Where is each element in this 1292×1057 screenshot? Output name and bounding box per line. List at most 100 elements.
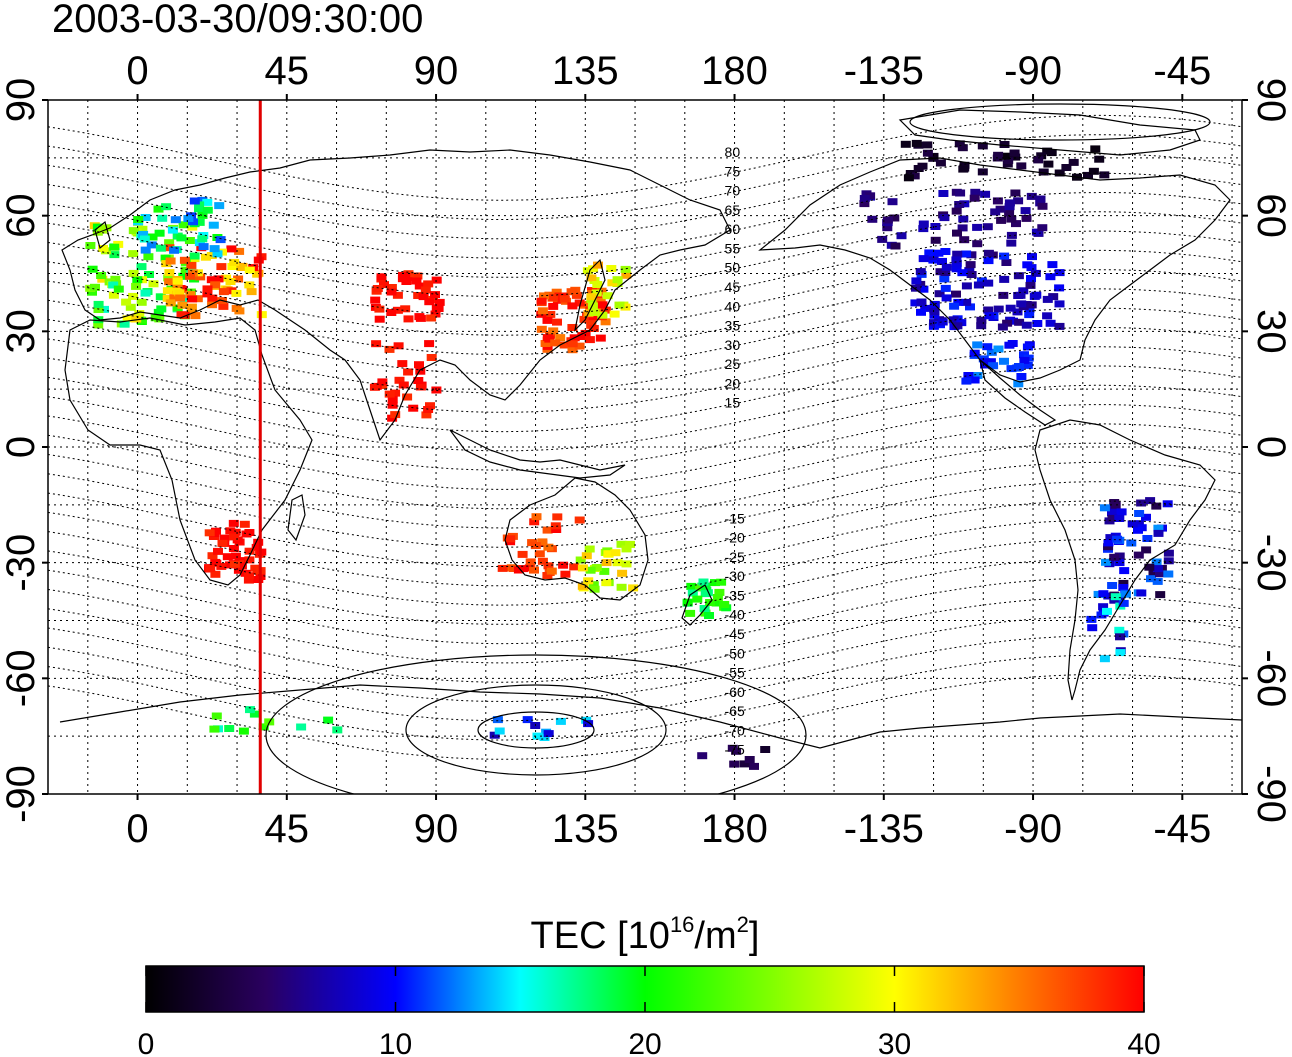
tec-cell bbox=[595, 297, 606, 305]
tec-cell bbox=[210, 281, 221, 289]
tec-cell bbox=[918, 225, 929, 233]
tec-cell bbox=[244, 572, 254, 580]
tec-cell bbox=[620, 265, 631, 273]
tec-cell bbox=[252, 270, 263, 278]
tec-cell bbox=[1026, 275, 1036, 282]
tec-cell bbox=[185, 291, 196, 299]
top-longitude-label: -45 bbox=[1153, 49, 1211, 93]
tec-cell bbox=[529, 518, 540, 526]
tec-cell bbox=[200, 253, 211, 261]
magnetic-latitude-label: 15 bbox=[725, 395, 741, 411]
tec-cell bbox=[393, 342, 404, 350]
tec-cell bbox=[186, 261, 197, 269]
tec-cell bbox=[155, 293, 166, 301]
tec-cell bbox=[976, 316, 987, 324]
tec-cell bbox=[1126, 539, 1137, 547]
tec-cell bbox=[1163, 549, 1174, 557]
magnetic-latitude-label: 65 bbox=[725, 202, 741, 218]
tec-cell bbox=[233, 275, 244, 283]
tec-cell bbox=[1004, 203, 1015, 211]
tec-cell bbox=[1094, 155, 1105, 163]
tec-cell bbox=[972, 372, 983, 379]
tec-cell bbox=[889, 214, 900, 222]
tec-cell bbox=[424, 340, 435, 348]
tec-cell bbox=[744, 756, 755, 763]
tec-cell bbox=[403, 315, 414, 323]
tec-cell bbox=[917, 162, 928, 170]
tec-cell bbox=[178, 221, 189, 229]
tec-cell bbox=[1042, 312, 1053, 320]
tec-cell bbox=[567, 340, 578, 348]
tec-cell bbox=[600, 318, 611, 326]
tec-cell bbox=[941, 294, 952, 302]
tec-cell bbox=[376, 273, 387, 281]
tec-cell bbox=[961, 250, 972, 258]
tec-cell bbox=[1029, 292, 1040, 300]
tec-cell bbox=[1133, 526, 1143, 534]
tec-cell bbox=[194, 218, 205, 226]
left-latitude-label: -30 bbox=[0, 534, 43, 592]
tec-cell bbox=[582, 267, 593, 275]
tec-cell bbox=[571, 291, 582, 299]
tec-cell bbox=[588, 313, 599, 321]
tec-cell bbox=[973, 281, 984, 289]
tec-cell bbox=[577, 582, 588, 590]
tec-cell bbox=[430, 310, 441, 318]
tec-cell bbox=[910, 299, 921, 307]
tec-cell bbox=[236, 264, 247, 271]
tec-cell bbox=[1008, 317, 1018, 325]
tec-cell bbox=[1019, 356, 1030, 364]
tec-cell bbox=[612, 559, 623, 567]
tec-cell bbox=[384, 345, 395, 353]
tec-cell bbox=[1021, 321, 1032, 329]
tec-cell bbox=[400, 305, 411, 313]
tec-cell bbox=[559, 295, 570, 303]
tec-cell bbox=[865, 192, 876, 200]
tec-cell bbox=[719, 601, 730, 608]
tec-cell bbox=[1110, 501, 1121, 509]
tec-cell bbox=[542, 526, 553, 534]
tec-cell bbox=[424, 298, 435, 306]
tec-cell bbox=[430, 291, 440, 299]
tec-cell bbox=[999, 252, 1010, 260]
bottom-longitude-label: -135 bbox=[844, 807, 924, 851]
map-area: 80 75 70 65 60 55 50 45 40 35 30 25 20 15 -15 -20 -25 -30… bbox=[48, 100, 1242, 794]
tec-cell bbox=[156, 305, 167, 313]
tec-cell bbox=[545, 310, 556, 318]
tec-cell bbox=[934, 290, 945, 298]
tec-cell bbox=[1018, 287, 1029, 295]
tec-cell bbox=[583, 720, 594, 728]
tec-cell bbox=[1022, 361, 1033, 369]
tec-cell bbox=[97, 275, 108, 283]
tec-cell bbox=[957, 224, 968, 232]
tec-cell bbox=[426, 314, 437, 322]
magnetic-latitude-label: 80 bbox=[725, 144, 741, 160]
tec-cell bbox=[229, 560, 240, 568]
tec-cell bbox=[984, 312, 995, 320]
tec-cell bbox=[760, 746, 771, 753]
tec-cell bbox=[614, 301, 625, 309]
map-title: 2003-03-30/09:30:00 bbox=[52, 0, 423, 41]
tec-cell bbox=[575, 556, 586, 564]
tec-cell bbox=[164, 278, 175, 286]
tec-cell bbox=[244, 281, 255, 289]
tec-cell bbox=[1145, 497, 1156, 505]
tec-cell bbox=[186, 303, 197, 311]
tec-cell bbox=[574, 516, 585, 524]
tec-cell bbox=[711, 599, 722, 607]
tec-cell bbox=[1105, 534, 1116, 542]
tec-cell bbox=[937, 318, 948, 326]
right-latitude-label: -30 bbox=[1249, 534, 1292, 592]
tec-cell bbox=[165, 257, 176, 265]
tec-cell bbox=[202, 206, 213, 214]
tec-cell bbox=[1119, 567, 1130, 575]
tec-cell bbox=[1099, 655, 1110, 663]
tec-cell bbox=[137, 225, 148, 233]
tec-cell bbox=[692, 595, 703, 603]
tec-cell bbox=[982, 223, 993, 231]
tec-cell bbox=[392, 291, 403, 299]
tec-cell bbox=[999, 152, 1010, 160]
tec-cell bbox=[1110, 593, 1121, 601]
tec-cell bbox=[595, 334, 606, 342]
